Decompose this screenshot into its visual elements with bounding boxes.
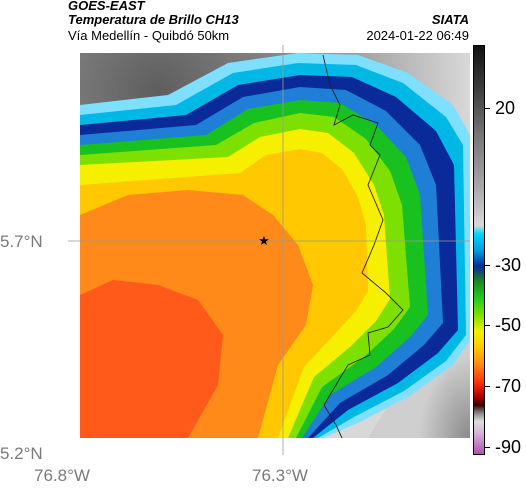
colorbar-tick [485, 325, 490, 326]
colorbar-tick [485, 265, 490, 266]
lat-label-5-2: 5.2°N [0, 444, 43, 463]
colorbar-label-20: 20 [495, 98, 516, 118]
lon-label-76-3: 76.3°W [252, 466, 308, 485]
timestamp-label: 2024-01-22 06:49 [366, 28, 469, 43]
colorbar-label-minus-90: -90 [495, 437, 522, 457]
satellite-title: GOES-EAST [68, 0, 145, 13]
boundary-line [322, 54, 404, 439]
colorbar-tick [485, 447, 490, 448]
organization-label: SIATA [431, 12, 469, 27]
lon-label-76-8: 76.8°W [34, 466, 90, 485]
satellite-map[interactable]: ★ [68, 45, 470, 455]
star-icon: ★ [258, 233, 270, 248]
colorbar-label-minus-50: -50 [495, 315, 522, 335]
colorbar-label-minus-30: -30 [495, 255, 522, 275]
product-title: Temperatura de Brillo CH13 [68, 12, 239, 27]
colorbar [473, 45, 485, 455]
area-label: Vía Medellín - Quibdó 50km [68, 28, 230, 43]
lat-label-5-7: 5.7°N [0, 232, 43, 251]
colorbar-tick [485, 386, 490, 387]
brightness-temperature-image: ★ [68, 45, 470, 455]
colorbar-label-minus-70: -70 [495, 376, 522, 396]
colorbar-tick [485, 108, 490, 109]
